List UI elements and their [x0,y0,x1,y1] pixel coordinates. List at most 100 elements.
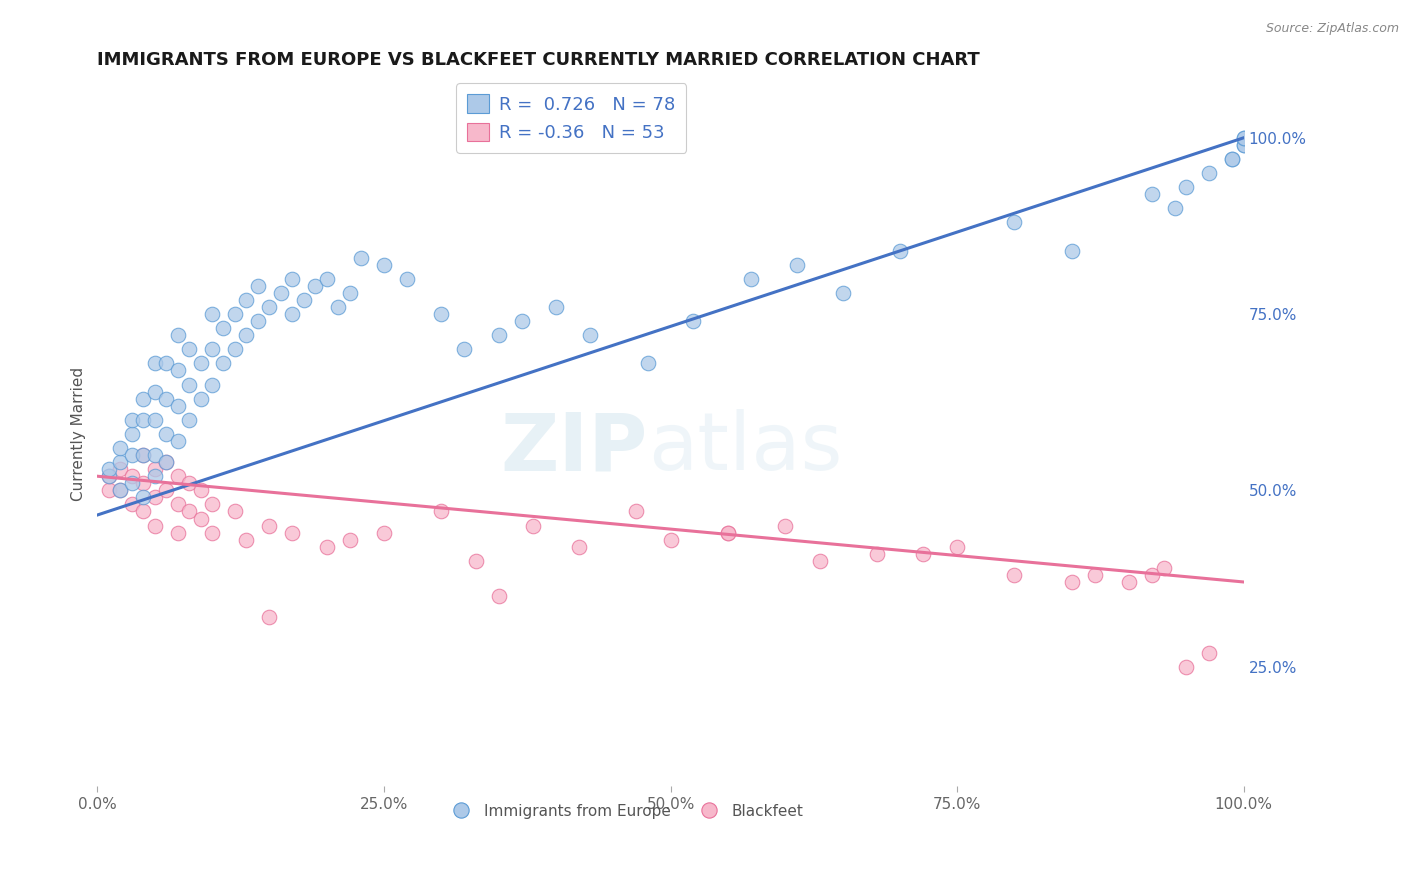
Point [740,272,762,286]
Point [373,258,395,272]
Point [121,497,143,511]
Point [1233,137,1256,152]
Point [292,293,315,307]
Point [177,504,200,518]
Point [166,363,188,377]
Point [155,455,177,469]
Point [155,392,177,406]
Point [259,518,281,533]
Point [235,533,257,547]
Point [259,610,281,624]
Point [155,426,177,441]
Point [659,533,682,547]
Point [166,497,188,511]
Point [201,343,224,357]
Point [1220,152,1243,166]
Point [155,356,177,370]
Point [177,476,200,491]
Point [430,504,453,518]
Point [132,448,155,462]
Point [201,525,224,540]
Point [110,483,132,498]
Point [132,392,155,406]
Legend: Immigrants from Europe, Blackfeet: Immigrants from Europe, Blackfeet [440,797,810,825]
Point [326,300,349,314]
Point [235,293,257,307]
Point [132,504,155,518]
Point [510,314,533,328]
Point [246,314,269,328]
Point [224,343,246,357]
Point [281,525,304,540]
Point [212,321,235,335]
Point [143,448,166,462]
Point [143,462,166,476]
Point [224,307,246,321]
Point [281,272,304,286]
Point [304,278,326,293]
Point [1233,137,1256,152]
Point [166,399,188,413]
Point [97,469,120,483]
Point [143,413,166,427]
Point [177,413,200,427]
Point [177,343,200,357]
Point [1060,574,1083,589]
Point [143,356,166,370]
Point [201,497,224,511]
Point [488,589,510,603]
Point [166,469,188,483]
Point [97,462,120,476]
Point [544,300,567,314]
Point [121,469,143,483]
Point [808,554,831,568]
Point [166,434,188,448]
Point [430,307,453,321]
Point [1233,130,1256,145]
Point [315,272,337,286]
Point [1233,130,1256,145]
Text: IMMIGRANTS FROM EUROPE VS BLACKFEET CURRENTLY MARRIED CORRELATION CHART: IMMIGRANTS FROM EUROPE VS BLACKFEET CURR… [97,51,980,69]
Point [568,540,591,554]
Point [866,547,889,561]
Point [97,483,120,498]
Point [235,328,257,343]
Point [110,462,132,476]
Point [682,314,704,328]
Point [246,278,269,293]
Point [1175,180,1198,194]
Point [155,455,177,469]
Point [1153,561,1175,575]
Point [624,504,647,518]
Text: Source: ZipAtlas.com: Source: ZipAtlas.com [1265,22,1399,36]
Point [190,511,212,525]
Point [121,426,143,441]
Point [1004,215,1026,229]
Point [522,518,544,533]
Y-axis label: Currently Married: Currently Married [72,367,86,501]
Point [786,258,808,272]
Point [464,554,486,568]
Point [143,491,166,505]
Point [190,356,212,370]
Point [270,285,292,300]
Point [579,328,602,343]
Point [143,518,166,533]
Point [1164,201,1187,215]
Point [1060,244,1083,258]
Point [453,343,475,357]
Point [132,448,155,462]
Point [946,540,969,554]
Point [121,448,143,462]
Point [132,476,155,491]
Point [315,540,337,554]
Point [1140,568,1163,582]
Point [1004,568,1026,582]
Point [177,377,200,392]
Point [97,469,120,483]
Point [143,384,166,399]
Point [201,307,224,321]
Point [155,483,177,498]
Point [637,356,659,370]
Point [488,328,510,343]
